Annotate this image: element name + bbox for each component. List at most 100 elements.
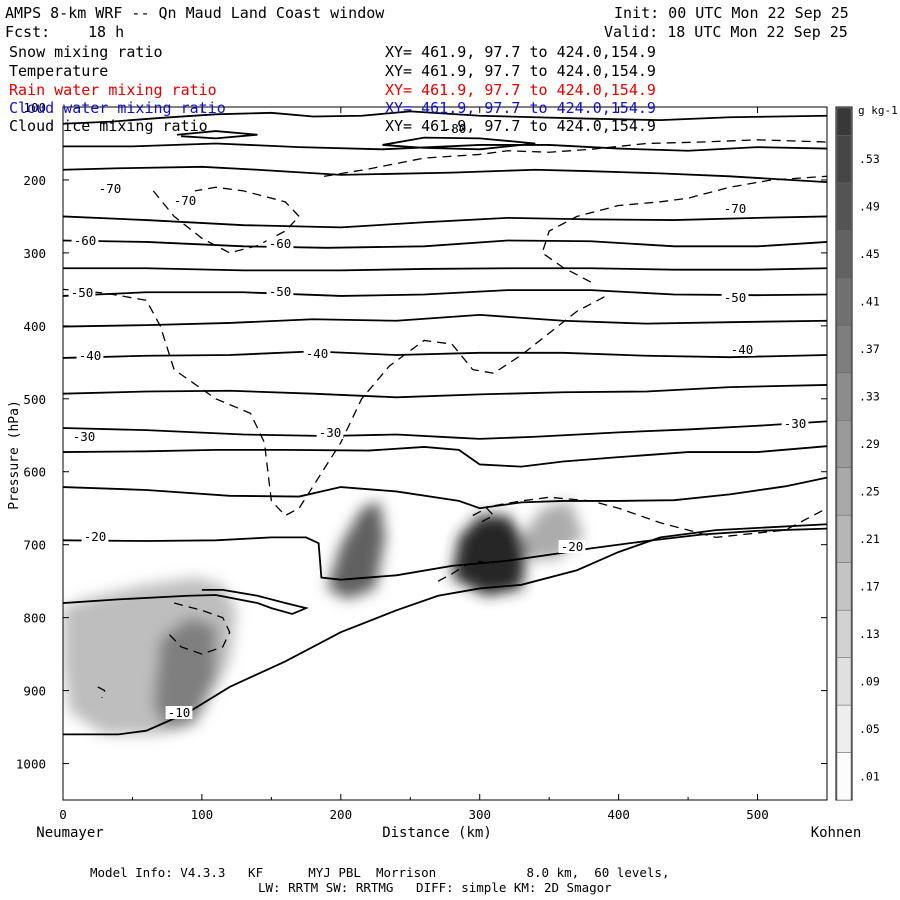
temperature-label-bg (721, 291, 749, 304)
y-tick-label: 300 (23, 246, 46, 261)
colorbar-label: .05 (859, 722, 880, 736)
cloud-ice-contour (166, 602, 231, 655)
temperature-label: -40 (79, 348, 102, 363)
temperature-label: -50 (724, 290, 747, 305)
temperature-label: -30 (784, 416, 807, 431)
y-tick-label: 100 (23, 100, 46, 115)
legend-label-rain: Rain water mixing ratio (9, 81, 217, 99)
colorbar-bin (836, 752, 852, 801)
temperature-label: -40 (731, 342, 754, 357)
temperature-label: -80 (444, 121, 467, 136)
colorbar-label: .29 (859, 437, 880, 451)
temperature-contour (63, 110, 827, 125)
plot-frame (62, 106, 828, 801)
colorbar-bin (836, 609, 852, 658)
y-tick-label: 700 (23, 538, 46, 553)
temperature-label-bg (266, 285, 294, 298)
forecast-label: Fcst: (5, 23, 51, 41)
x-end-label: Kohnen (811, 825, 862, 841)
temperature-contour (63, 239, 827, 249)
colorbar-bin (836, 325, 852, 374)
legend-label-cloud-water: Cloud water mixing ratio (9, 99, 226, 117)
snow-max-west (153, 617, 216, 731)
temperature-contour (63, 313, 827, 328)
x-tick-label: 0 (59, 807, 67, 822)
temperature-contour (63, 420, 827, 440)
legend-xy-cloud-water: XY= 461.9, 97.7 to 424.0,154.9 (385, 99, 656, 117)
temperature-contour (63, 289, 827, 297)
colorbar-bin (836, 562, 852, 611)
x-start-label: Neumayer (36, 825, 103, 841)
legend-xy-temperature: XY= 461.9, 97.7 to 424.0,154.9 (385, 62, 656, 80)
colorbar-bin (836, 657, 852, 706)
x-axis-title: Distance (km) (382, 825, 492, 841)
temperature-contour (176, 130, 258, 140)
legend-xy-snow: XY= 461.9, 97.7 to 424.0,154.9 (385, 43, 656, 61)
temperature-label-bg (68, 286, 96, 299)
colorbar-label: .37 (859, 342, 880, 356)
temperature-label-bg (266, 237, 294, 250)
cloud-ice-contour (479, 496, 827, 539)
temperature-label-bg (721, 202, 749, 215)
colorbar-label: .13 (859, 627, 880, 641)
colorbar-bin (836, 135, 852, 184)
legend-label-snow: Snow mixing ratio (9, 43, 163, 61)
colorbar-label: .25 (859, 484, 880, 498)
legend-xy-cloud-ice: XY= 461.9, 97.7 to 424.0,154.9 (385, 117, 656, 135)
temperature-label: -50 (71, 285, 94, 300)
temperature-contour (63, 523, 827, 736)
legend-label-cloud-ice: Cloud ice mixing ratio (9, 117, 208, 135)
colorbar-bin (836, 420, 852, 468)
temperature-contour (63, 142, 827, 152)
colorbar-bin (836, 467, 852, 516)
temperature-label: -30 (319, 425, 342, 440)
temperature-contour (63, 215, 827, 229)
legend-label-temperature: Temperature (9, 62, 109, 80)
colorbar-bin (836, 230, 852, 279)
temperature-label-bg (781, 417, 809, 430)
colorbar-bin (836, 107, 852, 136)
temperature-label-bg (171, 194, 199, 207)
temperature-label-bg (316, 426, 344, 439)
temperature-label-bg (558, 540, 586, 553)
colorbar-label: .17 (859, 579, 880, 593)
y-tick-label: 400 (23, 319, 46, 334)
y-tick-label: 900 (23, 684, 46, 699)
valid-time: Valid: 18 UTC Mon 22 Sep 25 (604, 23, 848, 41)
temperature-contour (63, 589, 309, 615)
temperature-contour (63, 350, 827, 359)
y-tick-label: 1000 (16, 757, 46, 772)
colorbar-label: .49 (859, 200, 880, 214)
y-tick-label: 800 (23, 611, 46, 626)
x-tick-label: 400 (607, 807, 630, 822)
y-tick-label: 600 (23, 465, 46, 480)
cloud-ice-contour (324, 139, 827, 177)
y-tick-label: 500 (23, 392, 46, 407)
snow-max-central (326, 500, 386, 600)
temperature-label: -30 (73, 429, 96, 444)
temperature-contour (63, 445, 827, 468)
temperature-contour (63, 476, 827, 510)
temperature-label: -10 (168, 705, 191, 720)
model-info: Model Info: V4.3.3 KF MYJ PBL Morrison 8… (90, 865, 670, 880)
temperature-contour (63, 165, 827, 184)
temperature-contour (63, 384, 827, 399)
x-tick-label: 200 (330, 807, 353, 822)
colorbar-bin (836, 704, 852, 753)
cloud-ice-contour (472, 507, 495, 524)
temperature-contour (63, 527, 827, 581)
chart-title: AMPS 8-km WRF -- Qn Maud Land Coast wind… (5, 4, 385, 22)
temperature-label: -60 (74, 233, 97, 248)
temperature-label: -70 (174, 193, 197, 208)
temperature-label-bg (70, 430, 98, 443)
physics-info: LW: RRTM SW: RRTMG DIFF: simple KM: 2D S… (258, 880, 612, 895)
temperature-label: -60 (269, 236, 292, 251)
colorbar-bin (836, 372, 852, 421)
temperature-contour (63, 267, 827, 272)
colorbar-label: .33 (859, 390, 880, 404)
temperature-label: -70 (99, 181, 122, 196)
y-tick-label: 200 (23, 173, 46, 188)
y-axis-title: Pressure (hPa) (7, 400, 22, 510)
x-tick-label: 300 (468, 807, 491, 822)
x-tick-label: 500 (746, 807, 769, 822)
